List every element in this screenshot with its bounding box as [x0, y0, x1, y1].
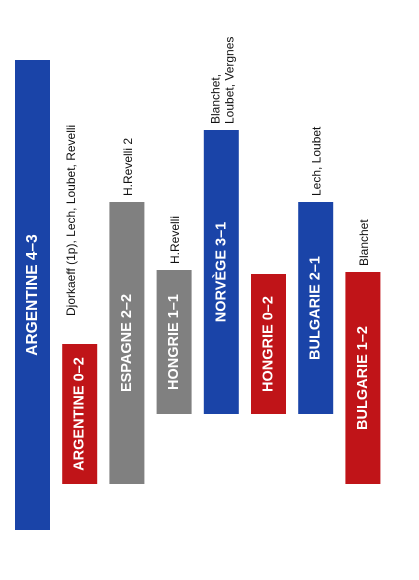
- match-4: HONGRIE 1–1 H.Revelli: [156, 216, 192, 414]
- match-1: ARGENTINE 4–3 Djorkaeff (1p), Lech, Loube…: [15, 60, 78, 530]
- bar-2: [62, 344, 98, 484]
- bar-label-4: HONGRIE 1–1: [166, 294, 182, 390]
- scorers-1: Djorkaeff (1p), Lech, Loubet, Revelli: [64, 125, 78, 316]
- bar-label-1: ARGENTINE 4–3: [24, 234, 41, 356]
- bar-3: [109, 202, 145, 484]
- bar-label-7: BULGARIE 2–1: [308, 256, 324, 360]
- match-6: HONGRIE 0–2: [251, 274, 286, 414]
- scorers-5-line-2: Loubet, Vergnes: [222, 37, 236, 124]
- scorers-4: H.Revelli: [168, 216, 182, 264]
- bar-7: [298, 202, 334, 414]
- match-8: BULGARIE 1–2 Blanchet: [345, 219, 381, 484]
- scorers-5-line-1: Blanchet,: [208, 74, 222, 124]
- bar-1: [15, 60, 50, 530]
- bar-label-3: ESPAGNE 2–2: [119, 294, 135, 392]
- bar-label-6: HONGRIE 0–2: [261, 296, 277, 392]
- bar-label-8: BULGARIE 1–2: [355, 326, 371, 430]
- match-5: NORVÈGE 3–1 Blanchet, Loubet, Vergnes: [203, 37, 239, 414]
- bar-5: [203, 130, 239, 414]
- match-3: ESPAGNE 2–2 H.Revelli 2: [109, 138, 145, 484]
- bar-4: [156, 270, 192, 414]
- scorers-7: Lech, Loubet: [310, 126, 324, 196]
- bar-label-5: NORVÈGE 3–1: [212, 222, 229, 322]
- bar-label-2: ARGENTINE 0–2: [72, 357, 88, 471]
- bar-6: [251, 274, 286, 414]
- scorers-3: H.Revelli 2: [121, 138, 135, 196]
- bar-8: [345, 272, 381, 484]
- scorers-8: Blanchet: [357, 219, 371, 266]
- match-7: BULGARIE 2–1 Lech, Loubet: [298, 126, 334, 414]
- match-2: ARGENTINE 0–2: [62, 344, 98, 484]
